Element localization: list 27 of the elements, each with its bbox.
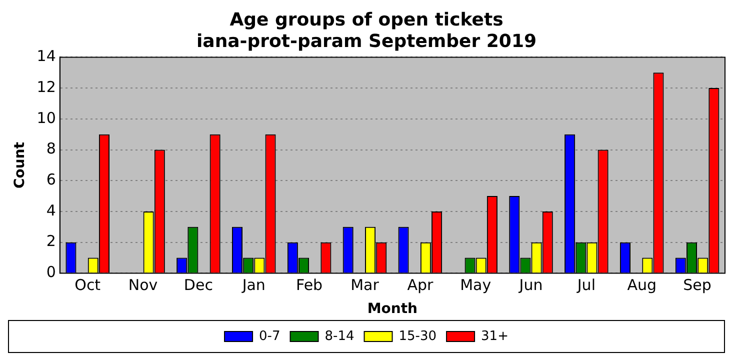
legend-label: 0-7: [259, 328, 280, 344]
x-tick-label: May: [460, 276, 492, 294]
legend-label: 15-30: [398, 328, 437, 344]
legend-label: 8-14: [324, 328, 354, 344]
x-tick-label: Jun: [518, 276, 543, 294]
x-tick-label: Jul: [576, 276, 596, 294]
x-tick-label: Aug: [627, 276, 657, 294]
y-tick-label: 10: [36, 108, 56, 127]
y-tick-label: 8: [46, 140, 56, 158]
y-tick-label: 14: [36, 47, 56, 66]
x-tick-label: Sep: [683, 276, 712, 294]
x-tick-label: Mar: [350, 276, 380, 294]
x-tick-label: Dec: [184, 276, 213, 294]
x-axis-title: Month: [367, 301, 418, 318]
y-tick-label: 0: [46, 263, 56, 282]
x-tick-label: Oct: [74, 276, 101, 294]
x-tick-label: Apr: [407, 276, 434, 294]
y-tick-label: 12: [36, 78, 56, 96]
chart-title: Age groups of open tickets iana-prot-param September 2019: [196, 9, 536, 52]
legend-label: 31+: [481, 328, 508, 344]
y-axis-title: Count: [12, 142, 28, 188]
y-tick-label: 4: [46, 201, 56, 220]
x-tick-label: Nov: [128, 276, 158, 294]
x-tick-label: Feb: [296, 276, 323, 294]
y-tick-label: 2: [46, 232, 56, 250]
y-tick-label: 6: [46, 170, 56, 189]
x-tick-label: Jan: [241, 276, 266, 294]
